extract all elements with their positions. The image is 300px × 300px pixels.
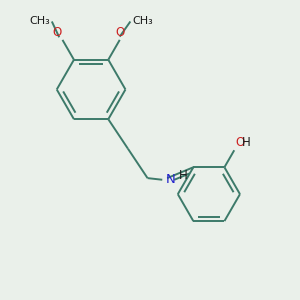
- Text: CH₃: CH₃: [132, 16, 153, 26]
- Text: CH₃: CH₃: [29, 16, 50, 26]
- Text: O: O: [235, 136, 244, 149]
- Text: O: O: [115, 26, 124, 39]
- Text: N: N: [166, 173, 175, 186]
- Text: H: H: [242, 136, 250, 149]
- Text: O: O: [52, 26, 62, 39]
- Text: H: H: [179, 169, 188, 182]
